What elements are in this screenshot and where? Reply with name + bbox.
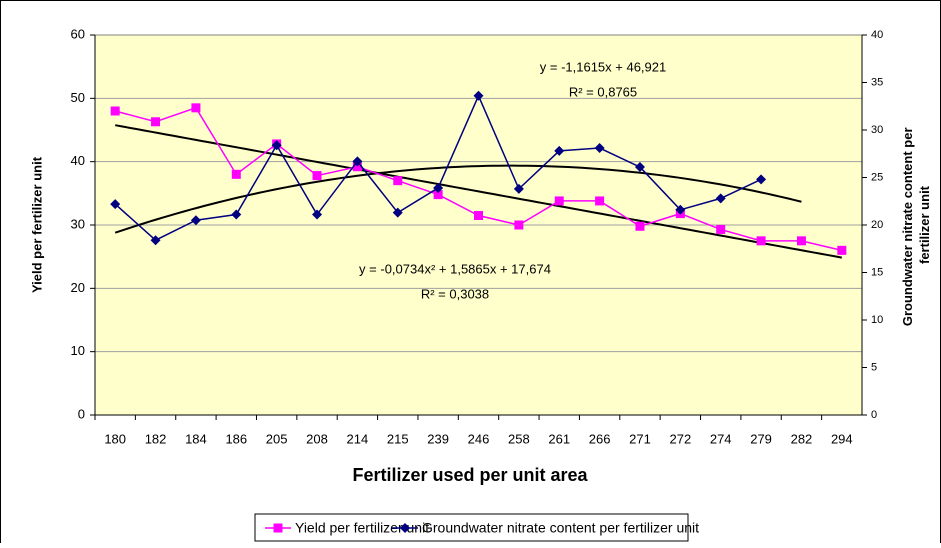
point xyxy=(554,145,565,156)
point xyxy=(554,196,564,206)
x-tick-label: 271 xyxy=(629,431,651,446)
point xyxy=(312,171,322,181)
point xyxy=(191,103,201,113)
x-tick-label: 294 xyxy=(831,431,853,446)
point xyxy=(594,143,605,154)
point xyxy=(271,140,282,151)
y2-tick-label: 40 xyxy=(871,29,883,41)
y2-tick-label: 10 xyxy=(871,314,883,326)
x-tick-label: 239 xyxy=(427,431,449,446)
legend-label: Yield per fertilizer unit xyxy=(295,520,429,536)
point xyxy=(231,209,242,220)
x-tick-label: 182 xyxy=(145,431,167,446)
x-tick-label: 261 xyxy=(548,431,570,446)
x-tick-label: 184 xyxy=(185,431,207,446)
point xyxy=(312,209,323,220)
point xyxy=(756,236,766,246)
legend xyxy=(254,513,689,542)
point xyxy=(392,207,403,218)
point xyxy=(634,162,645,173)
point xyxy=(473,90,484,101)
point xyxy=(514,220,524,230)
point xyxy=(393,176,403,186)
point xyxy=(352,156,363,167)
y-tick-label: 60 xyxy=(71,26,85,41)
x-tick-label: 214 xyxy=(347,431,369,446)
trendline-r2: R² = 0,3038 xyxy=(421,286,489,301)
y2-axis-label: Groundwater nitrate content per fertiliz… xyxy=(900,124,932,326)
trendline-equation: y = -1,1615x + 46,921 xyxy=(540,59,666,74)
x-tick-label: 215 xyxy=(387,431,409,446)
y-tick-label: 50 xyxy=(71,90,85,105)
trendline xyxy=(114,164,802,234)
x-tick-label: 180 xyxy=(104,431,126,446)
point xyxy=(756,174,767,185)
point xyxy=(151,117,161,127)
x-tick-label: 266 xyxy=(589,431,611,446)
point xyxy=(513,183,524,194)
point xyxy=(190,215,201,226)
y2-tick-label: 20 xyxy=(871,219,883,231)
y-tick-label: 0 xyxy=(78,406,85,421)
point xyxy=(400,523,410,533)
point xyxy=(837,245,847,255)
point xyxy=(796,236,806,246)
y-tick-label: 30 xyxy=(71,216,85,231)
trendline-equation: y = -0,0734x² + 1,5865x + 17,674 xyxy=(359,261,551,276)
y2-tick-label: 25 xyxy=(871,171,883,183)
point xyxy=(150,235,161,246)
point xyxy=(716,224,726,234)
point xyxy=(635,221,645,231)
y-axis-label: Yield per fertilizer unit xyxy=(29,156,44,293)
y2-tick-label: 30 xyxy=(871,124,883,136)
x-tick-label: 205 xyxy=(266,431,288,446)
trendline-r2: R² = 0,8765 xyxy=(569,84,637,99)
y2-axis-label-line: fertilizer unit xyxy=(917,185,932,264)
x-tick-label: 186 xyxy=(225,431,247,446)
x-tick-label: 282 xyxy=(791,431,813,446)
point xyxy=(231,169,241,179)
point xyxy=(110,199,121,210)
x-tick-label: 272 xyxy=(669,431,691,446)
y2-axis-label-line: Groundwater nitrate content per xyxy=(900,127,915,326)
y-tick-label: 40 xyxy=(71,153,85,168)
y2-tick-label: 15 xyxy=(871,266,883,278)
point xyxy=(433,182,444,193)
x-axis-label: Fertilizer used per unit area xyxy=(352,465,588,485)
legend-label: Groundwater nitrate content per fertiliz… xyxy=(422,520,699,536)
point xyxy=(474,211,483,220)
point xyxy=(715,193,726,204)
y-tick-label: 20 xyxy=(71,280,85,295)
x-tick-label: 208 xyxy=(306,431,328,446)
x-tick-label: 274 xyxy=(710,431,732,446)
x-tick-label: 279 xyxy=(750,431,772,446)
x-tick-label: 246 xyxy=(468,431,490,446)
point xyxy=(595,196,605,206)
y2-tick-label: 5 xyxy=(871,361,877,373)
point xyxy=(675,204,686,215)
x-tick-label: 258 xyxy=(508,431,530,446)
y-tick-label: 10 xyxy=(71,343,85,358)
y2-tick-label: 0 xyxy=(871,409,877,421)
point xyxy=(273,523,283,533)
trendline xyxy=(115,124,842,259)
point xyxy=(110,106,120,116)
y2-tick-label: 35 xyxy=(871,76,883,88)
